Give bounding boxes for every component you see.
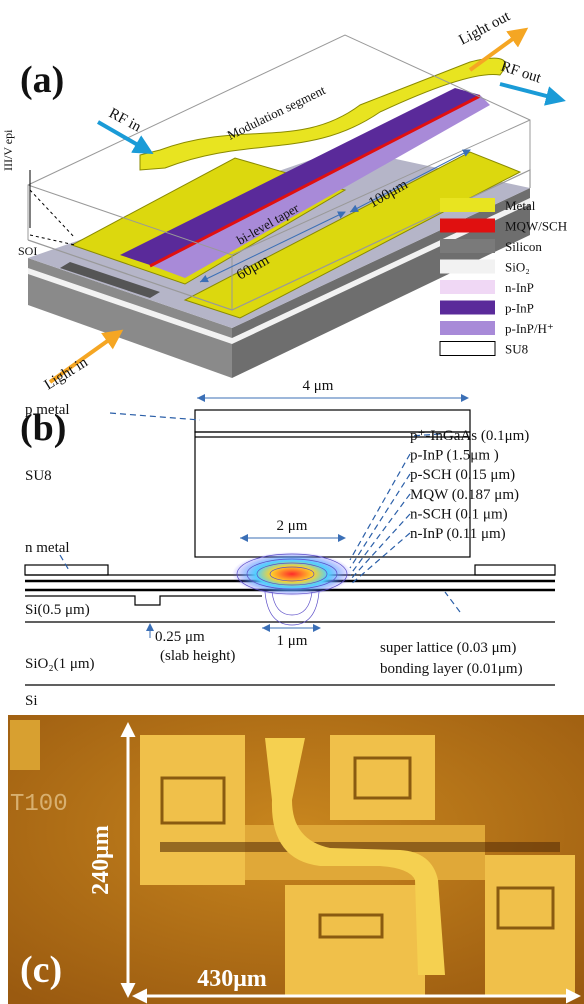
annotation: super lattice (0.03 μm) bbox=[380, 640, 516, 656]
dimension: 2 μm bbox=[277, 518, 308, 534]
leader bbox=[349, 513, 411, 581]
mode-profile bbox=[232, 552, 352, 596]
pad bbox=[140, 735, 245, 885]
dimension: 240μm bbox=[88, 825, 114, 895]
dimension: 1 μm bbox=[277, 633, 308, 649]
annotation: Si bbox=[25, 693, 38, 709]
legend-label: n-InP bbox=[505, 280, 534, 295]
annotation: III/V epi bbox=[1, 129, 15, 171]
annotation: bonding layer (0.01μm) bbox=[380, 661, 523, 677]
legend-swatch bbox=[440, 239, 495, 253]
layer-label: n-SCH (0.1 μm) bbox=[410, 506, 508, 522]
annotation: RF out bbox=[499, 59, 544, 87]
annotation: SiO₂(1 μm) bbox=[25, 656, 95, 672]
su8-box bbox=[27, 169, 531, 311]
legend-swatch bbox=[440, 218, 495, 233]
pad-window bbox=[496, 886, 555, 930]
su8-box-top bbox=[27, 34, 531, 240]
annotation: n metal bbox=[25, 540, 70, 556]
layer-label: p-SCH (0.15 μm) bbox=[410, 467, 515, 483]
si-rib bbox=[25, 595, 262, 606]
light-in-arrow bbox=[48, 329, 124, 384]
soi-rib bbox=[60, 262, 160, 298]
oxide-front bbox=[28, 268, 232, 344]
epi-guide bbox=[29, 234, 76, 246]
layer-label: n-InP (0.11 μm) bbox=[410, 526, 506, 542]
leader bbox=[444, 591, 461, 613]
mode-contours bbox=[236, 553, 348, 626]
leader bbox=[409, 433, 441, 437]
legend-swatch bbox=[440, 300, 495, 315]
pad bbox=[10, 720, 40, 770]
dimension: 430μm bbox=[197, 966, 267, 992]
mesa bbox=[194, 431, 471, 558]
dim-60 bbox=[199, 211, 346, 283]
legend: Metal MQW/SCH Silicon SiO₂ n-InP p-InP p-InP/H… bbox=[439, 198, 567, 357]
legend-label: MQW/SCH bbox=[505, 219, 567, 234]
leader bbox=[59, 554, 71, 573]
legend-swatch bbox=[440, 280, 495, 294]
pad-window bbox=[353, 756, 412, 800]
legend-swatch bbox=[440, 321, 495, 335]
leader bbox=[109, 412, 201, 421]
oxide-side bbox=[232, 198, 530, 344]
pad-window bbox=[160, 776, 226, 825]
light-out-arrow bbox=[468, 27, 529, 72]
annotation: SOI bbox=[18, 244, 37, 258]
layer-label: p⁺-InGaAs (0.1μm) bbox=[410, 428, 529, 444]
legend-label: SiO₂ bbox=[505, 260, 530, 275]
pad bbox=[330, 735, 435, 820]
rf-out-arrow bbox=[499, 82, 566, 106]
panel-label: (b) bbox=[20, 407, 66, 449]
modulation-electrode bbox=[139, 57, 507, 171]
panel-label: (c) bbox=[20, 949, 62, 991]
annotation: Si(0.5 μm) bbox=[25, 602, 90, 618]
annotation: 0.25 μm bbox=[155, 629, 205, 645]
annotation: (slab height) bbox=[160, 648, 235, 664]
pad bbox=[485, 855, 575, 995]
leader bbox=[349, 532, 411, 586]
electrode bbox=[265, 738, 445, 975]
annotation: p metal bbox=[25, 402, 70, 418]
chip-marking: T100 bbox=[10, 791, 68, 818]
annotation: SU8 bbox=[25, 468, 52, 484]
dimension: 4 μm bbox=[303, 378, 334, 394]
legend-label: SU8 bbox=[505, 342, 528, 357]
su8-edge bbox=[27, 184, 233, 256]
annotation: Light in bbox=[42, 354, 92, 393]
legend-label: p-InP bbox=[505, 301, 534, 316]
leader bbox=[349, 473, 411, 569]
layer-label: p-InP (1.5μm ) bbox=[410, 448, 499, 464]
layer-label: MQW (0.187 μm) bbox=[410, 487, 519, 503]
panel-label: (a) bbox=[20, 59, 64, 101]
pad bbox=[285, 885, 425, 995]
panel-a: (a) RF in Light out RF out Modulation se… bbox=[1, 8, 567, 393]
legend-swatch bbox=[440, 259, 495, 274]
dim-100 bbox=[349, 149, 471, 213]
panel-b: (b) 4 μm p metal SU8 2 μm n metal Si(0.5… bbox=[20, 378, 556, 709]
n-metal-right bbox=[474, 564, 556, 576]
epi-guide bbox=[29, 189, 76, 239]
leader bbox=[349, 453, 411, 561]
legend-swatch bbox=[439, 341, 496, 356]
legend-label: p-InP/H⁺ bbox=[505, 321, 554, 336]
taper-dark bbox=[160, 842, 560, 852]
layer-list: p⁺-InGaAs (0.1μm) p-InP (1.5μm ) p-SCH (0.… bbox=[410, 428, 529, 542]
legend-label: Metal bbox=[505, 198, 536, 213]
panel-c: T100 (c) 240μm 430μm bbox=[8, 715, 584, 1004]
rf-in-arrow bbox=[97, 120, 154, 154]
legend-swatch bbox=[440, 198, 495, 212]
legend-label: Silicon bbox=[505, 239, 542, 254]
leader bbox=[349, 493, 411, 576]
pad-window bbox=[318, 913, 384, 939]
